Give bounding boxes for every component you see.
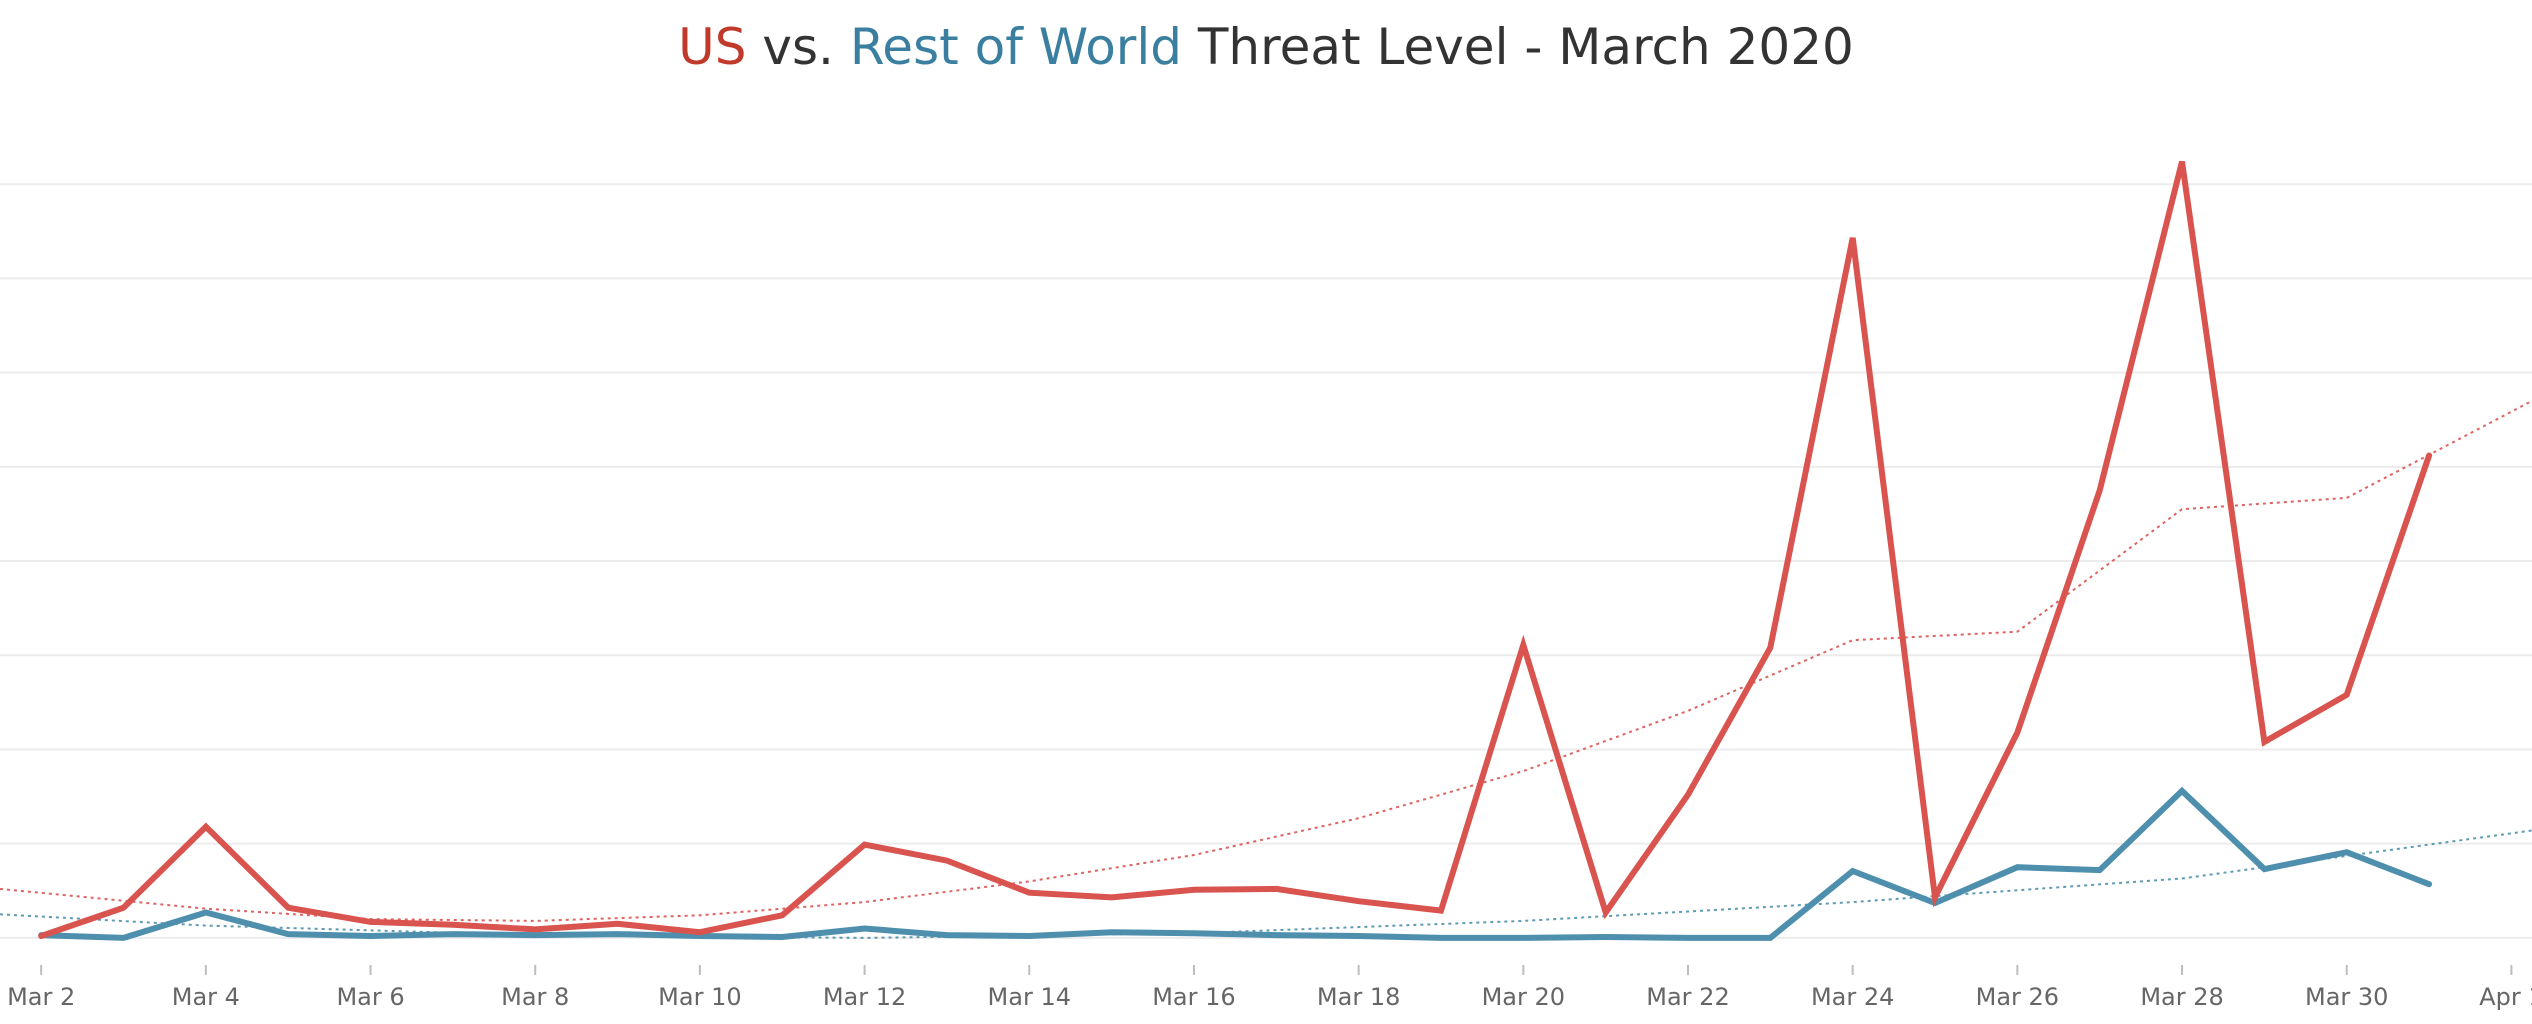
x-tick-label: Mar 26 <box>1976 983 2059 1011</box>
x-tick-label: Mar 22 <box>1646 983 1729 1011</box>
x-tick-label: Mar 6 <box>336 983 404 1011</box>
x-tick-label: Mar 8 <box>501 983 569 1011</box>
series-lines <box>38 160 2433 941</box>
x-tick-label: Mar 2 <box>7 983 75 1011</box>
x-tick-label: Mar 16 <box>1152 983 1235 1011</box>
x-tick-label: Mar 18 <box>1317 983 1400 1011</box>
trendlines <box>0 400 2532 939</box>
x-tick-label: Mar 4 <box>172 983 240 1011</box>
x-tick-label: Mar 14 <box>988 983 1071 1011</box>
series-line-rest-of-world <box>38 786 2433 941</box>
x-tick-label: Apr 1 <box>2479 983 2532 1011</box>
trendline-us <box>0 400 2532 922</box>
x-tick-label: Mar 30 <box>2305 983 2388 1011</box>
title-suffix: Threat Level - March 2020 <box>1182 18 1854 76</box>
title-us: US <box>678 18 747 76</box>
x-tick-label: Mar 24 <box>1811 983 1894 1011</box>
x-tick-label: Mar 10 <box>658 983 741 1011</box>
title-rest-of-world: Rest of World <box>849 18 1182 76</box>
x-tick-label: Mar 12 <box>823 983 906 1011</box>
chart-title: US vs. Rest of World Threat Level - Marc… <box>0 18 2532 76</box>
series-line-us <box>38 160 2433 939</box>
trendline-rest-of-world <box>0 829 2532 939</box>
x-tick-label: Mar 20 <box>1482 983 1565 1011</box>
title-vs: vs. <box>746 18 850 76</box>
x-axis: Mar 2 Mar 4 Mar 6 Mar 8 Mar 10 Mar 12 Mar 14 Ma… <box>7 965 2532 1011</box>
gridlines <box>0 183 2532 939</box>
x-tick-label: Mar 28 <box>2140 983 2223 1011</box>
